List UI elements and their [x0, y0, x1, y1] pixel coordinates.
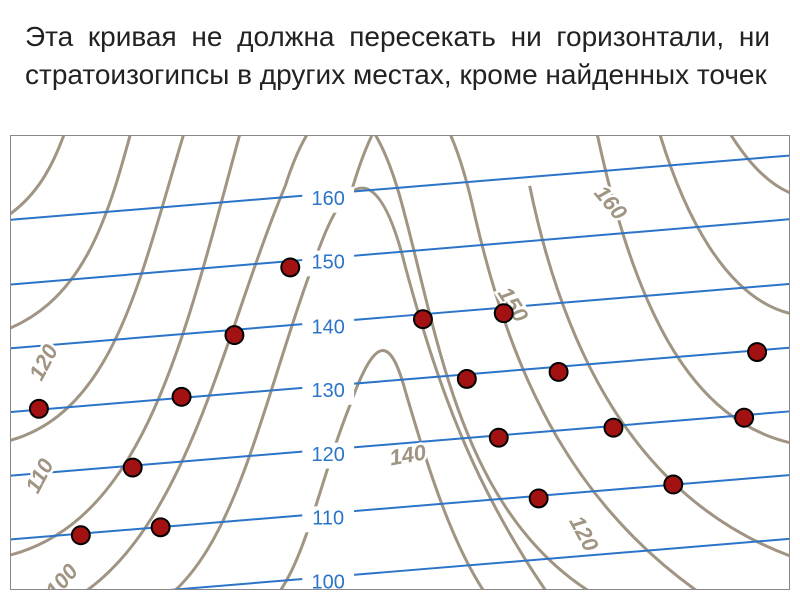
- svg-text:150: 150: [312, 252, 345, 274]
- svg-text:140: 140: [387, 439, 427, 470]
- svg-text:140: 140: [312, 316, 345, 338]
- svg-text:120: 120: [564, 511, 603, 555]
- geology-diagram: 120 110 100 130 140 120 150 160 160 150 140 130 120…: [10, 135, 790, 590]
- svg-text:160: 160: [312, 188, 345, 210]
- svg-text:100: 100: [312, 571, 345, 589]
- svg-text:110: 110: [312, 508, 344, 530]
- stratoisohypse-labels: 160 150 140 130 120 110 100: [302, 187, 354, 589]
- contour-lines: [11, 136, 789, 589]
- caption-text: Эта кривая не должна пересекать ни гориз…: [0, 0, 800, 104]
- svg-text:110: 110: [20, 454, 59, 497]
- svg-text:120: 120: [312, 444, 345, 466]
- svg-text:130: 130: [312, 380, 345, 402]
- svg-text:160: 160: [589, 181, 632, 225]
- svg-text:100: 100: [40, 559, 83, 589]
